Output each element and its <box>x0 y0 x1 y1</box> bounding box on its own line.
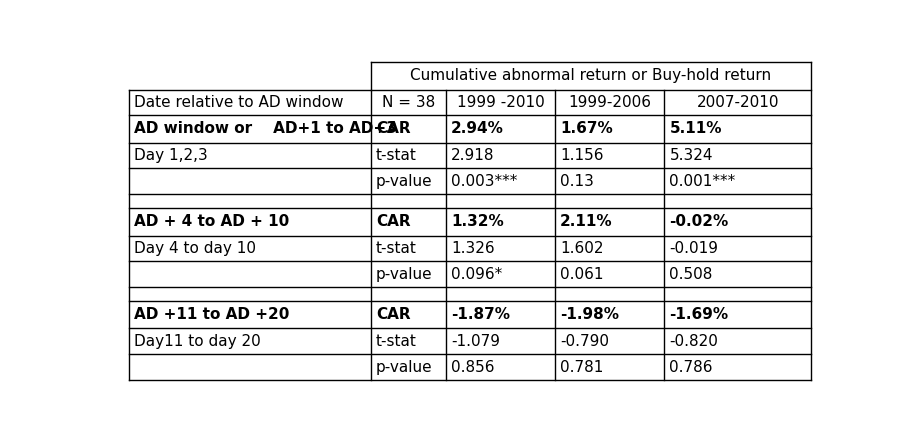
Text: 2.918: 2.918 <box>451 148 494 163</box>
Text: t-stat: t-stat <box>376 241 417 256</box>
Text: -1.87%: -1.87% <box>451 307 510 322</box>
Text: Day 4 to day 10: Day 4 to day 10 <box>134 241 256 256</box>
Text: 1999 -2010: 1999 -2010 <box>457 95 545 110</box>
Text: 0.856: 0.856 <box>451 359 494 375</box>
Text: p-value: p-value <box>376 174 433 189</box>
Text: -0.02%: -0.02% <box>669 214 729 229</box>
Text: -0.820: -0.820 <box>669 334 718 349</box>
Text: 1.156: 1.156 <box>560 148 603 163</box>
Text: CAR: CAR <box>376 307 411 322</box>
Text: 1.602: 1.602 <box>560 241 603 256</box>
Text: 1999-2006: 1999-2006 <box>569 95 651 110</box>
Text: 0.781: 0.781 <box>560 359 603 375</box>
Text: 1.32%: 1.32% <box>451 214 503 229</box>
Text: 5.324: 5.324 <box>669 148 713 163</box>
Text: Date relative to AD window: Date relative to AD window <box>134 95 343 110</box>
Text: CAR: CAR <box>376 214 411 229</box>
Text: N = 38: N = 38 <box>382 95 436 110</box>
Text: -1.079: -1.079 <box>451 334 500 349</box>
Text: 2.94%: 2.94% <box>451 122 504 136</box>
Text: 2.11%: 2.11% <box>560 214 613 229</box>
Text: t-stat: t-stat <box>376 334 417 349</box>
Text: -1.69%: -1.69% <box>669 307 728 322</box>
Text: -1.98%: -1.98% <box>560 307 619 322</box>
Text: 5.11%: 5.11% <box>669 122 722 136</box>
Text: Day11 to day 20: Day11 to day 20 <box>134 334 260 349</box>
Text: -0.790: -0.790 <box>560 334 609 349</box>
Text: Cumulative abnormal return or Buy-hold return: Cumulative abnormal return or Buy-hold r… <box>411 68 771 83</box>
Text: Day 1,2,3: Day 1,2,3 <box>134 148 207 163</box>
Text: 0.13: 0.13 <box>560 174 594 189</box>
Text: 2007-2010: 2007-2010 <box>697 95 779 110</box>
Text: -0.019: -0.019 <box>669 241 718 256</box>
Text: 0.001***: 0.001*** <box>669 174 735 189</box>
Text: 0.061: 0.061 <box>560 266 603 282</box>
Text: p-value: p-value <box>376 266 433 282</box>
Text: 0.096*: 0.096* <box>451 266 503 282</box>
Text: 1.67%: 1.67% <box>560 122 613 136</box>
Text: AD + 4 to AD + 10: AD + 4 to AD + 10 <box>134 214 289 229</box>
Text: CAR: CAR <box>376 122 411 136</box>
Text: 0.786: 0.786 <box>669 359 713 375</box>
Text: 0.003***: 0.003*** <box>451 174 517 189</box>
Text: t-stat: t-stat <box>376 148 417 163</box>
Text: 0.508: 0.508 <box>669 266 713 282</box>
Text: 1.326: 1.326 <box>451 241 494 256</box>
Text: AD +11 to AD +20: AD +11 to AD +20 <box>134 307 289 322</box>
Text: p-value: p-value <box>376 359 433 375</box>
Text: AD window or    AD+1 to AD+3: AD window or AD+1 to AD+3 <box>134 122 396 136</box>
